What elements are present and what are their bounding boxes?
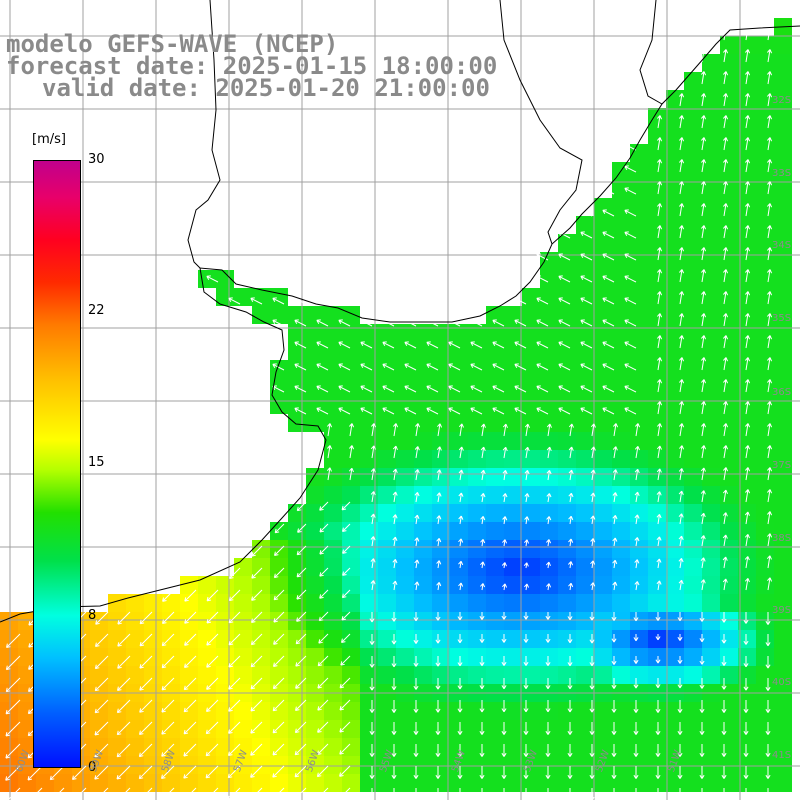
colorbar: [33, 160, 81, 768]
lagoon-outline: [639, 0, 663, 105]
latitude-label: 33S: [772, 168, 792, 179]
colorbar-tick-label: 15: [88, 455, 105, 470]
border-outline: [499, 0, 583, 245]
river-outline: [187, 0, 221, 269]
valid-date: valid date: 2025-01-20 21:00:00: [42, 74, 490, 102]
latitude-label: 39S: [772, 605, 792, 616]
latitude-label: 38S: [772, 533, 792, 544]
latitude-label: 37S: [772, 460, 792, 471]
coastline: [0, 25, 800, 623]
latitude-label: 32S: [772, 95, 792, 106]
colorbar-tick-label: 22: [88, 303, 105, 318]
colorbar-tick-label: 8: [88, 608, 97, 623]
wind-arrows: [5, 27, 773, 800]
colorbar-tick-label: 30: [88, 152, 105, 167]
latitude-label: 40S: [772, 677, 792, 688]
colorbar-tick-label: 0: [88, 760, 97, 775]
forecast-date: forecast date: 2025-01-15 18:00:00: [6, 52, 498, 80]
latitude-label: 41S: [772, 750, 792, 761]
model-title: modelo GEFS-WAVE (NCEP): [6, 30, 339, 58]
wind-speed-field: [0, 18, 792, 792]
latitude-label: 36S: [772, 387, 792, 398]
latitude-label: 35S: [772, 313, 792, 324]
colorbar-unit-label: [m/s]: [32, 132, 66, 147]
latitude-label: 34S: [772, 240, 792, 251]
